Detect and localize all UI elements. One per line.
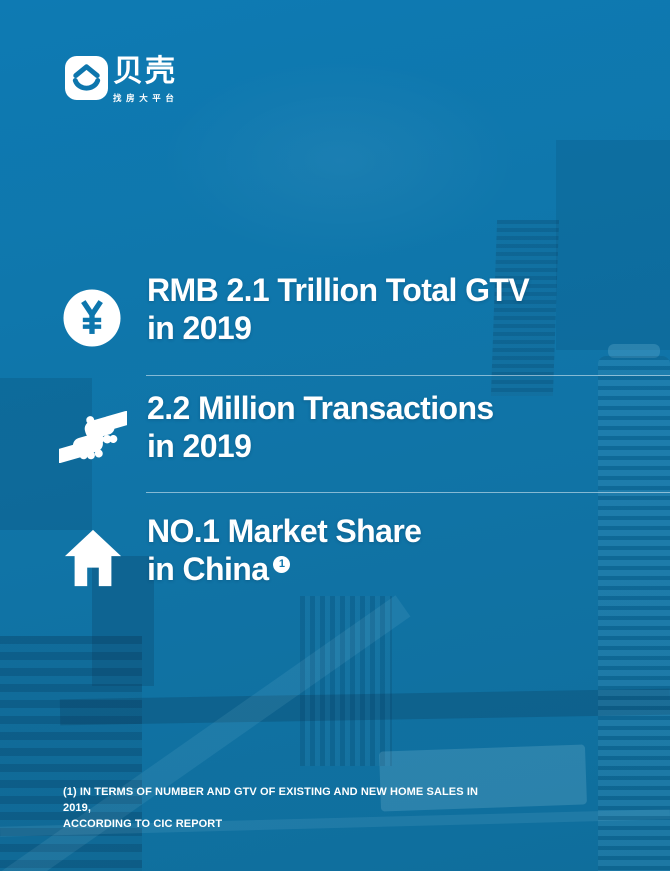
stat-row-transactions: 2.2 Million Transactions in 2019 — [147, 389, 494, 465]
footnote-marker: 1 — [273, 555, 291, 573]
home-icon — [63, 527, 123, 594]
stat-line1: RMB 2.1 Trillion Total GTV — [147, 272, 530, 308]
stat-row-market-share: NO.1 Market Share in China 1 — [147, 512, 422, 588]
handshake-icon — [54, 410, 132, 469]
logo-name: 贝壳 — [113, 55, 177, 88]
stat-line2: in China 1 — [147, 550, 421, 588]
stat-line2: in 2019 — [147, 428, 252, 464]
stat-line2: in 2019 — [147, 310, 252, 346]
beike-logo-icon — [65, 56, 108, 100]
stat-line1: NO.1 Market Share — [147, 513, 422, 549]
footnote-line: ACCORDING TO CIC REPORT — [63, 818, 223, 830]
stat-line1: 2.2 Million Transactions — [147, 390, 494, 426]
beike-logo: 贝壳 找房大平台 — [65, 56, 179, 104]
footnote: (1) IN TERMS OF NUMBER AND GTV OF EXISTI… — [63, 784, 503, 832]
footnote-line: (1) IN TERMS OF NUMBER AND GTV OF EXISTI… — [63, 786, 479, 814]
stat-row-gtv: RMB 2.1 Trillion Total GTV in 2019 — [147, 271, 530, 347]
logo-tagline: 找房大平台 — [113, 93, 179, 103]
yuan-icon — [63, 289, 121, 352]
divider — [146, 492, 670, 493]
divider — [146, 375, 670, 376]
